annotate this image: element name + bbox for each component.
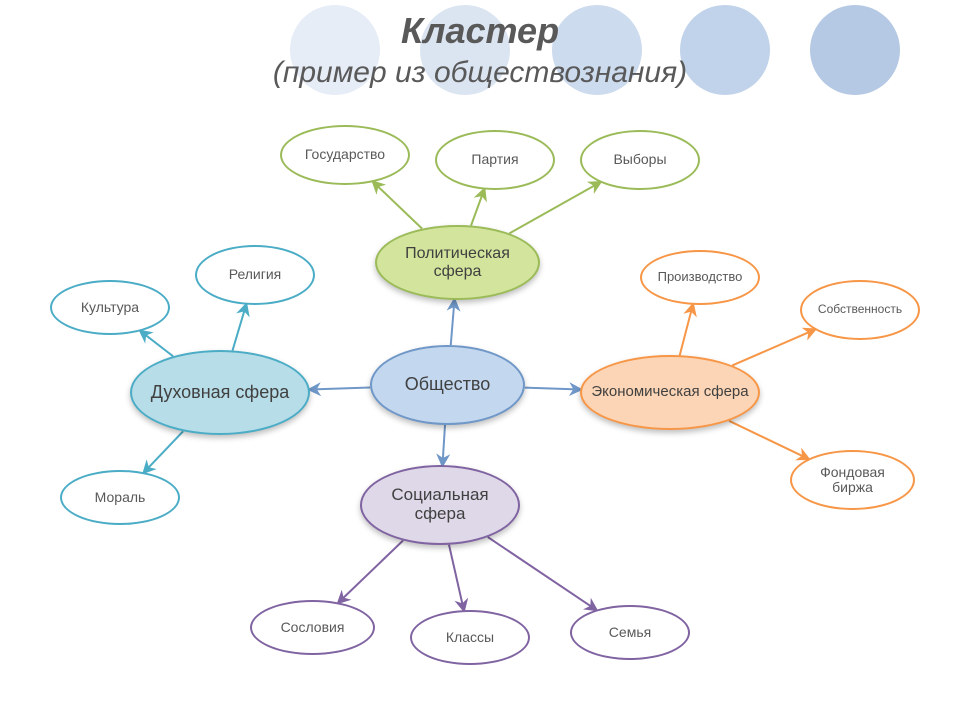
title-line2: (пример из обществознания) (0, 56, 960, 90)
node-label: Государство (305, 147, 385, 162)
node-election: Выборы (580, 130, 700, 190)
edge (310, 388, 370, 390)
node-label: Производство (658, 270, 743, 284)
edge (525, 388, 580, 390)
edge (451, 300, 455, 345)
edge (449, 545, 464, 610)
node-spiritual: Духовная сфера (130, 350, 310, 435)
node-label: Мораль (95, 490, 146, 505)
title-line1: Кластер (0, 10, 960, 52)
node-label: Фондовая биржа (800, 465, 905, 496)
node-label: Политическая сфера (385, 245, 530, 280)
node-label: Духовная сфера (151, 383, 290, 403)
node-label: Семья (609, 625, 651, 640)
edge (729, 421, 808, 459)
node-center: Общество (370, 345, 525, 425)
node-label: Сословия (281, 620, 345, 635)
edge (509, 182, 600, 233)
node-party: Партия (435, 130, 555, 190)
edge (373, 182, 422, 229)
node-label: Социальная сфера (370, 486, 510, 523)
node-economic: Экономическая сфера (580, 355, 760, 430)
edge (144, 431, 183, 472)
node-stock: Фондовая биржа (790, 450, 915, 510)
edge (471, 190, 484, 226)
edge (488, 537, 596, 610)
edge (339, 540, 404, 602)
node-social: Социальная сфера (360, 465, 520, 545)
node-label: Выборы (613, 152, 666, 167)
node-gov: Государство (280, 125, 410, 185)
node-label: Экономическая сфера (591, 384, 748, 401)
node-culture: Культура (50, 280, 170, 335)
node-estate: Сословия (250, 600, 375, 655)
node-label: Собственность (818, 303, 902, 316)
node-label: Классы (446, 630, 494, 645)
node-family: Семья (570, 605, 690, 660)
diagram-stage: { "title":{"line1":"Кластер","line2":"(п… (0, 0, 960, 720)
edge (141, 331, 173, 356)
node-moral: Мораль (60, 470, 180, 525)
edge (732, 330, 814, 366)
node-label: Общество (405, 375, 491, 395)
node-label: Партия (471, 152, 518, 167)
node-label: Религия (229, 267, 282, 282)
node-class: Классы (410, 610, 530, 665)
node-production: Производство (640, 250, 760, 305)
node-religion: Религия (195, 245, 315, 305)
node-label: Культура (81, 300, 139, 315)
edge (233, 305, 247, 351)
node-political: Политическая сфера (375, 225, 540, 300)
edge (680, 305, 693, 355)
edge (442, 425, 445, 465)
node-property: Собственность (800, 280, 920, 340)
